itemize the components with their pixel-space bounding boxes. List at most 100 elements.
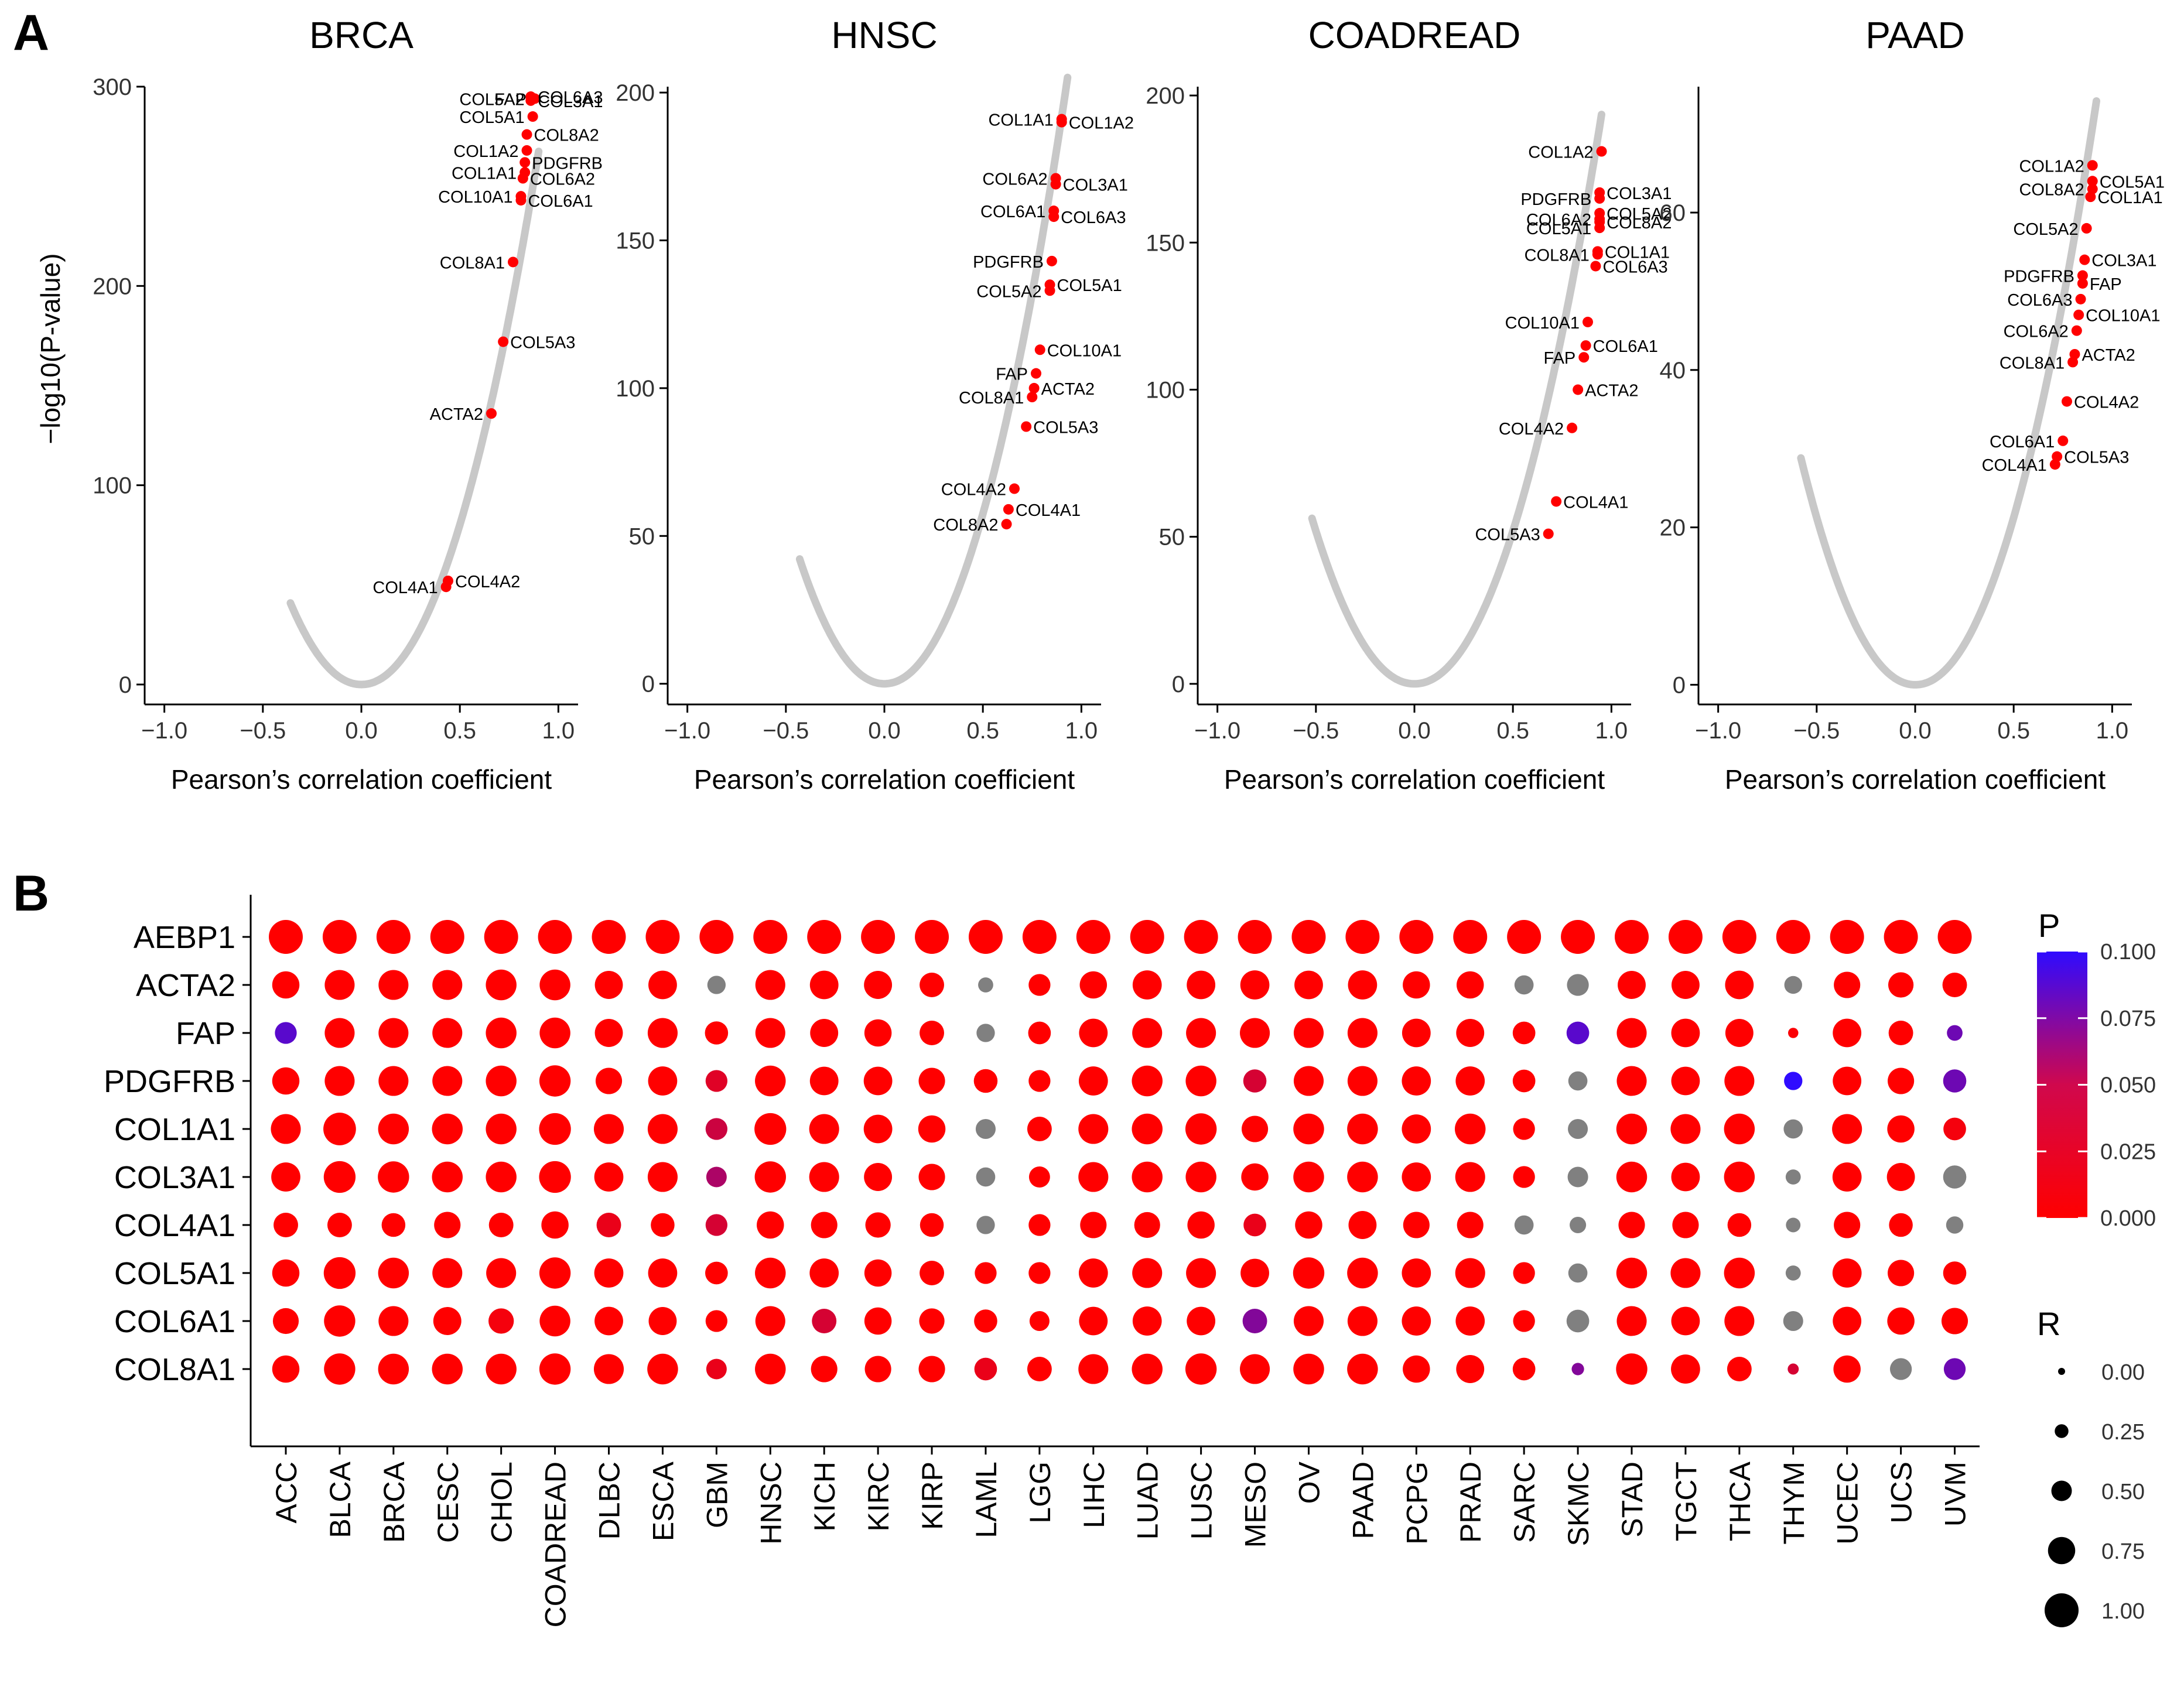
- r-legend-circle: [2048, 1537, 2076, 1565]
- bubble: [968, 920, 1003, 954]
- bubble: [1185, 1065, 1216, 1097]
- gene-point: [440, 581, 452, 593]
- gene-point: [521, 145, 532, 156]
- bubble: [1295, 1211, 1322, 1239]
- bubble: [1078, 1162, 1109, 1192]
- bubble: [486, 1161, 517, 1193]
- bubble: [1243, 1069, 1267, 1093]
- x-tick-label: −1.0: [1194, 718, 1240, 744]
- bubble: [1455, 1066, 1485, 1096]
- bubble: [1455, 1306, 1485, 1336]
- bubble: [920, 1213, 944, 1237]
- bubble: [1132, 1353, 1163, 1385]
- bubble: [809, 1114, 839, 1144]
- bubble: [1293, 1306, 1324, 1336]
- bubble: [1670, 1114, 1701, 1144]
- gene-point: [1044, 285, 1055, 296]
- bubble: [1028, 1021, 1051, 1045]
- bubble: [1942, 973, 1967, 997]
- bubble: [378, 970, 409, 1000]
- bubble: [1943, 1261, 1967, 1285]
- bubble: [1888, 1260, 1915, 1286]
- x-tick-label: −0.5: [1293, 718, 1339, 744]
- bubble: [1889, 1213, 1913, 1237]
- bubble: [920, 973, 944, 997]
- bubble: [594, 1306, 623, 1336]
- bubble: [1943, 1069, 1967, 1093]
- y-tick-label: 100: [1146, 377, 1185, 403]
- bubble: [705, 1021, 729, 1045]
- bubble: [541, 1211, 569, 1239]
- bubble: [1240, 970, 1270, 1000]
- bubble: [1455, 1258, 1485, 1288]
- y-tick-label: 20: [1660, 515, 1686, 541]
- r-legend-label: 0.50: [2101, 1480, 2145, 1504]
- cancer-column-label: UCEC: [1831, 1462, 1864, 1545]
- bubble: [1513, 1310, 1535, 1332]
- bubble: [1616, 1353, 1648, 1385]
- bubble-plot: AEBP1 ACTA2 FAP PDGFRB COL1A1 COL3A1 COL4A1 COL…: [104, 895, 2156, 1627]
- bubble: [432, 1066, 463, 1096]
- gene-label: COL1A2: [1069, 114, 1134, 133]
- bubble: [809, 1258, 839, 1288]
- x-tick-label: −0.5: [240, 718, 286, 744]
- bubble: [1724, 1161, 1755, 1193]
- y-tick-label: 150: [1146, 230, 1185, 256]
- gene-label: COL1A1: [452, 164, 517, 183]
- cancer-column-label: TGCT: [1670, 1462, 1703, 1541]
- gene-label: FAP: [494, 90, 527, 109]
- bubble: [1724, 1113, 1755, 1145]
- x-tick-label: 0.5: [1496, 718, 1529, 744]
- gene-point: [515, 194, 527, 206]
- cancer-column-label: THYM: [1778, 1462, 1810, 1545]
- bubble: [434, 1212, 461, 1238]
- gene-row-label: FAP: [176, 1016, 235, 1051]
- bubble: [486, 969, 517, 1001]
- gene-point: [2067, 357, 2079, 368]
- x-tick-label: 0.0: [1398, 718, 1431, 744]
- gene-label: COL5A2: [459, 90, 524, 109]
- bubble: [1671, 1354, 1700, 1384]
- gene-label: COL5A2: [976, 282, 1041, 301]
- bubble: [1833, 1018, 1862, 1048]
- bubble: [976, 1216, 995, 1234]
- cancer-column-label: PCPG: [1400, 1462, 1433, 1545]
- x-tick-label: 1.0: [1065, 718, 1098, 744]
- bubble: [1402, 1162, 1431, 1192]
- bubble: [975, 1118, 996, 1140]
- y-tick-label: 0: [1673, 672, 1686, 698]
- gene-label: COL6A2: [530, 170, 595, 189]
- bubble: [706, 1359, 727, 1380]
- gene-point: [1048, 211, 1059, 223]
- bubble: [1402, 1018, 1431, 1048]
- cancer-column-label: STAD: [1616, 1462, 1649, 1538]
- bubble: [1722, 920, 1756, 954]
- bubble: [1293, 1257, 1325, 1289]
- bubble: [488, 1213, 514, 1237]
- bubble: [1079, 1306, 1108, 1336]
- bubble: [1834, 1212, 1861, 1238]
- gene-label: COL6A2: [2004, 323, 2069, 341]
- gene-label: COL4A1: [1563, 493, 1628, 512]
- bubble: [1832, 1114, 1862, 1144]
- gene-point: [1003, 504, 1014, 515]
- bubble: [1132, 1306, 1162, 1336]
- bubble: [376, 920, 411, 954]
- bubble: [1671, 1162, 1700, 1192]
- bubble: [1456, 1355, 1485, 1383]
- panel-letter-b: B: [13, 865, 49, 922]
- bubble: [592, 920, 626, 954]
- bubble: [705, 1214, 728, 1236]
- gene-point: [1551, 496, 1562, 507]
- gene-point: [2077, 270, 2088, 281]
- chart-title: HNSC: [831, 14, 937, 56]
- bubble: [272, 1067, 300, 1095]
- gene-row-label: COL5A1: [114, 1256, 235, 1291]
- y-tick-label: 200: [93, 273, 132, 299]
- bubble: [1293, 1161, 1324, 1193]
- gene-point: [517, 173, 528, 184]
- gene-point: [2081, 223, 2092, 234]
- bubble: [648, 1258, 678, 1288]
- x-tick-label: −0.5: [1793, 718, 1840, 744]
- bubble: [432, 1113, 463, 1145]
